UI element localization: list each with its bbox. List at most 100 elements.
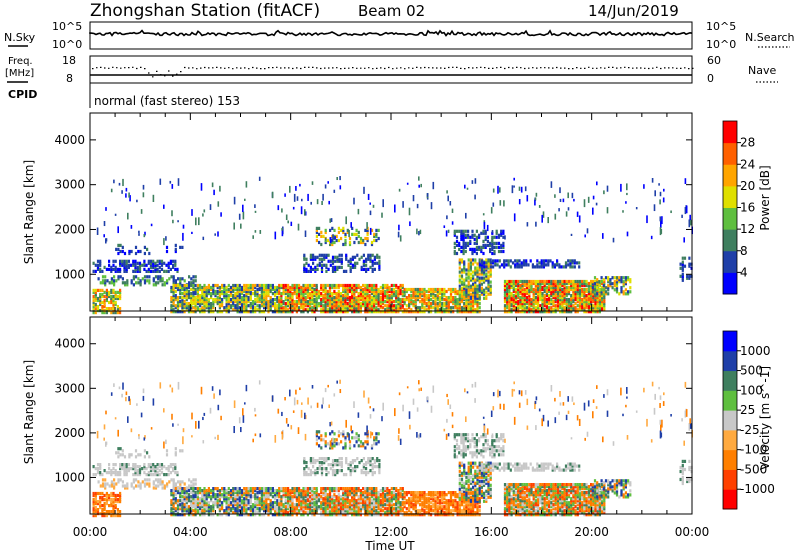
range-gate-cell	[408, 296, 411, 300]
range-gate-cell	[570, 298, 573, 302]
range-gate-cell	[421, 287, 424, 292]
range-gate-cell	[534, 300, 537, 304]
range-gate-cell	[123, 471, 126, 475]
range-gate-cell	[313, 302, 316, 306]
range-gate-cell	[541, 306, 544, 310]
range-gate-cell	[408, 310, 411, 314]
range-gate-cell	[571, 265, 574, 269]
range-gate-cell	[238, 292, 241, 296]
range-gate-cell	[624, 282, 627, 286]
range-gate-cell	[377, 294, 380, 298]
range-gate-cell	[225, 306, 228, 310]
range-gate-cell	[92, 473, 95, 477]
range-gate-cell	[508, 294, 511, 298]
range-gate-cell	[243, 511, 246, 515]
range-gate-cell	[274, 495, 277, 499]
range-gate-cell	[282, 289, 285, 294]
range-gate-cell	[581, 279, 584, 284]
range-gate-cell	[196, 511, 199, 515]
range-gate-cell	[528, 304, 531, 308]
range-gate-cell	[514, 300, 518, 304]
range-gate-cell	[386, 300, 389, 304]
range-gate-cell	[216, 487, 219, 491]
range-gate-cell	[539, 289, 542, 294]
range-gate-cell	[263, 292, 266, 296]
range-gate-cell	[390, 302, 393, 306]
range-gate-cell	[469, 260, 472, 264]
range-gate-cell	[377, 228, 380, 232]
range-gate-cell	[278, 503, 281, 507]
range-gate-cell	[190, 277, 193, 281]
range-gate-cell	[190, 491, 193, 495]
range-gate-cell	[245, 505, 248, 509]
range-gate-cell	[172, 478, 175, 482]
range-gate-cell	[474, 266, 477, 270]
range-gate-cell	[306, 503, 309, 507]
range-gate-cell	[236, 289, 239, 294]
range-gate-cell	[194, 482, 197, 486]
range-gate-cell	[306, 304, 309, 308]
range-gate-cell	[179, 491, 182, 495]
range-gate-cell	[114, 498, 117, 502]
range-gate-cell	[489, 290, 492, 294]
range-gate-cell	[177, 178, 180, 186]
range-gate-cell	[238, 310, 241, 314]
range-gate-cell	[116, 311, 119, 315]
range-gate-cell	[254, 283, 257, 288]
range-gate-cell	[203, 304, 206, 308]
range-gate-cell	[194, 302, 197, 306]
range-gate-cell	[434, 294, 437, 298]
range-gate-cell	[192, 491, 195, 495]
range-gate-cell	[445, 289, 448, 294]
range-gate-cell	[523, 306, 526, 310]
range-gate-cell	[243, 306, 246, 310]
range-gate-cell	[482, 245, 485, 249]
range-gate-cell	[216, 298, 219, 302]
range-gate-cell	[326, 501, 329, 505]
range-gate-cell	[152, 269, 155, 273]
range-gate-cell	[125, 269, 128, 273]
range-gate-cell	[688, 264, 691, 268]
range-gate-cell	[681, 256, 684, 260]
range-gate-cell	[384, 296, 387, 300]
range-gate-cell	[370, 298, 373, 302]
range-gate-cell	[303, 253, 306, 257]
range-gate-cell	[476, 296, 479, 300]
range-gate-cell	[445, 230, 448, 237]
range-gate-cell	[249, 491, 252, 495]
range-gate-cell	[152, 259, 155, 263]
range-gate-cell	[159, 275, 162, 279]
range-gate-cell	[221, 489, 224, 493]
range-gate-cell	[280, 499, 283, 503]
range-gate-cell	[351, 294, 354, 298]
range-gate-cell	[181, 507, 184, 511]
range-gate-cell	[337, 289, 340, 294]
range-gate-cell	[567, 192, 569, 199]
range-gate-cell	[345, 255, 348, 259]
range-gate-cell	[432, 300, 435, 304]
range-gate-cell	[571, 192, 574, 199]
range-gate-cell	[315, 511, 318, 515]
range-gate-cell	[594, 306, 597, 310]
range-gate-cell	[514, 298, 518, 302]
range-gate-cell	[117, 447, 120, 451]
range-gate-cell	[217, 201, 220, 207]
range-gate-cell	[364, 298, 367, 302]
range-gate-cell	[309, 294, 312, 298]
range-gate-cell	[416, 228, 418, 235]
range-gate-cell	[304, 511, 307, 515]
range-gate-cell	[243, 300, 246, 304]
range-gate-cell	[574, 289, 577, 294]
range-gate-cell	[615, 276, 619, 280]
range-gate-cell	[289, 285, 292, 290]
range-gate-cell	[143, 263, 146, 267]
range-gate-cell	[214, 493, 217, 497]
range-gate-cell	[176, 505, 180, 509]
range-gate-cell	[187, 308, 191, 312]
range-gate-cell	[356, 253, 359, 257]
range-gate-cell	[158, 259, 161, 263]
range-gate-cell	[203, 495, 206, 499]
range-gate-cell	[514, 281, 518, 286]
range-gate-cell	[260, 302, 263, 306]
range-gate-cell	[132, 478, 135, 482]
